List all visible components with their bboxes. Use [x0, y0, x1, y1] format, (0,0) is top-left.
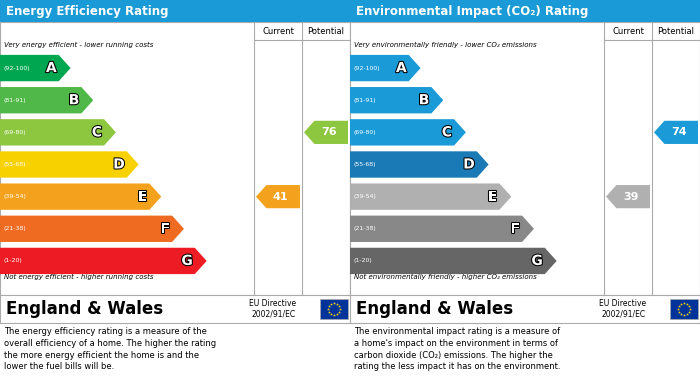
- Text: Potential: Potential: [307, 27, 344, 36]
- Text: (1-20): (1-20): [3, 258, 22, 264]
- Polygon shape: [0, 151, 139, 178]
- Text: (69-80): (69-80): [353, 130, 376, 135]
- Text: B: B: [419, 93, 429, 107]
- Polygon shape: [350, 248, 556, 274]
- Text: A: A: [396, 61, 407, 75]
- Polygon shape: [304, 121, 348, 144]
- Bar: [0, 295, 350, 323]
- Polygon shape: [0, 215, 184, 242]
- Text: Environmental Impact (CO₂) Rating: Environmental Impact (CO₂) Rating: [356, 5, 589, 18]
- Text: The energy efficiency rating is a measure of the
overall efficiency of a home. T: The energy efficiency rating is a measur…: [4, 327, 216, 371]
- Text: (21-38): (21-38): [353, 226, 376, 231]
- Text: (69-80): (69-80): [3, 130, 26, 135]
- Bar: [0, 0, 350, 22]
- Polygon shape: [0, 55, 71, 81]
- Text: Very energy efficient - lower running costs: Very energy efficient - lower running co…: [4, 42, 153, 48]
- Text: E: E: [488, 190, 498, 204]
- Text: A: A: [46, 61, 57, 75]
- Text: The environmental impact rating is a measure of
a home's impact on the environme: The environmental impact rating is a mea…: [354, 327, 561, 371]
- Bar: [350, 295, 700, 323]
- Bar: [670, 299, 698, 319]
- Polygon shape: [350, 151, 489, 178]
- Text: Not environmentally friendly - higher CO₂ emissions: Not environmentally friendly - higher CO…: [354, 274, 537, 280]
- Text: (92-100): (92-100): [353, 66, 379, 70]
- Text: Energy Efficiency Rating: Energy Efficiency Rating: [6, 5, 169, 18]
- Text: F: F: [510, 222, 520, 236]
- Polygon shape: [350, 87, 443, 113]
- Text: (81-91): (81-91): [3, 98, 26, 103]
- Text: 76: 76: [321, 127, 337, 137]
- Text: G: G: [531, 254, 542, 268]
- Polygon shape: [654, 121, 698, 144]
- Polygon shape: [0, 119, 116, 145]
- Bar: [350, 0, 700, 22]
- Text: Potential: Potential: [657, 27, 694, 36]
- Text: EU Directive
2002/91/EC: EU Directive 2002/91/EC: [249, 299, 296, 319]
- Polygon shape: [606, 185, 650, 208]
- Text: D: D: [463, 158, 475, 172]
- Polygon shape: [350, 119, 466, 145]
- Text: (81-91): (81-91): [353, 98, 376, 103]
- Text: Current: Current: [612, 27, 644, 36]
- Text: Current: Current: [262, 27, 294, 36]
- Text: (1-20): (1-20): [353, 258, 372, 264]
- Text: EU Directive
2002/91/EC: EU Directive 2002/91/EC: [599, 299, 646, 319]
- Polygon shape: [350, 183, 511, 210]
- Polygon shape: [0, 248, 206, 274]
- Text: F: F: [160, 222, 170, 236]
- Polygon shape: [350, 215, 534, 242]
- Polygon shape: [0, 87, 93, 113]
- Text: D: D: [113, 158, 125, 172]
- Polygon shape: [256, 185, 300, 208]
- Text: E: E: [138, 190, 148, 204]
- Text: 41: 41: [273, 192, 288, 202]
- Text: B: B: [69, 93, 79, 107]
- Text: (39-54): (39-54): [353, 194, 376, 199]
- Text: England & Wales: England & Wales: [6, 300, 163, 318]
- Text: Not energy efficient - higher running costs: Not energy efficient - higher running co…: [4, 274, 153, 280]
- Bar: [350, 22, 700, 295]
- Text: 74: 74: [671, 127, 687, 137]
- Text: (92-100): (92-100): [3, 66, 29, 70]
- Text: (21-38): (21-38): [3, 226, 26, 231]
- Text: (55-68): (55-68): [353, 162, 375, 167]
- Text: England & Wales: England & Wales: [356, 300, 513, 318]
- Text: G: G: [181, 254, 193, 268]
- Polygon shape: [0, 183, 161, 210]
- Bar: [320, 299, 348, 319]
- Text: (39-54): (39-54): [3, 194, 26, 199]
- Text: C: C: [442, 126, 452, 139]
- Text: 39: 39: [623, 192, 638, 202]
- Polygon shape: [350, 55, 421, 81]
- Text: (55-68): (55-68): [3, 162, 25, 167]
- Bar: [0, 22, 350, 295]
- Text: C: C: [92, 126, 102, 139]
- Text: Very environmentally friendly - lower CO₂ emissions: Very environmentally friendly - lower CO…: [354, 42, 537, 48]
